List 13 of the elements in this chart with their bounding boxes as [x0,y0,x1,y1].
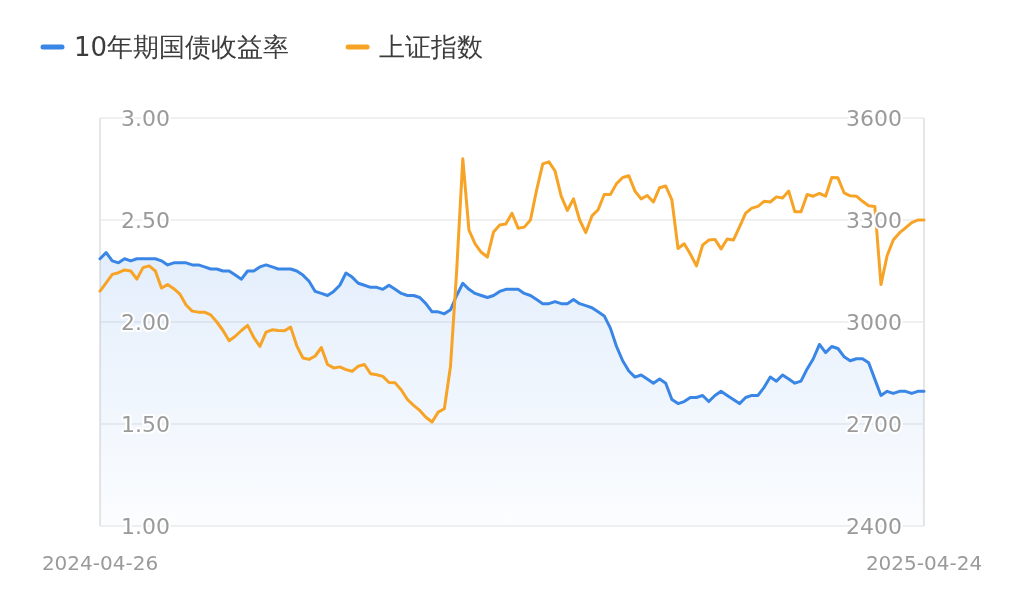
y-tick-label: 1.00 [121,513,170,539]
y2-tick-label: 2400 [846,513,902,539]
legend-label: 10年期国债收益率 [74,32,290,62]
y2-tick-label: 3000 [846,309,902,335]
x-tick-label: 2024-04-26 [41,551,159,575]
y-tick-label: 1.50 [121,411,170,437]
x-tick-label: 2025-04-24 [865,551,983,575]
y-tick-label: 2.00 [121,309,170,335]
y-tick-label: 3.00 [121,105,170,131]
y-tick-label: 2.50 [121,207,170,233]
y2-tick-label: 3600 [846,105,902,131]
legend-label: 上证指数 [379,32,484,62]
y2-tick-label: 2700 [846,411,902,437]
